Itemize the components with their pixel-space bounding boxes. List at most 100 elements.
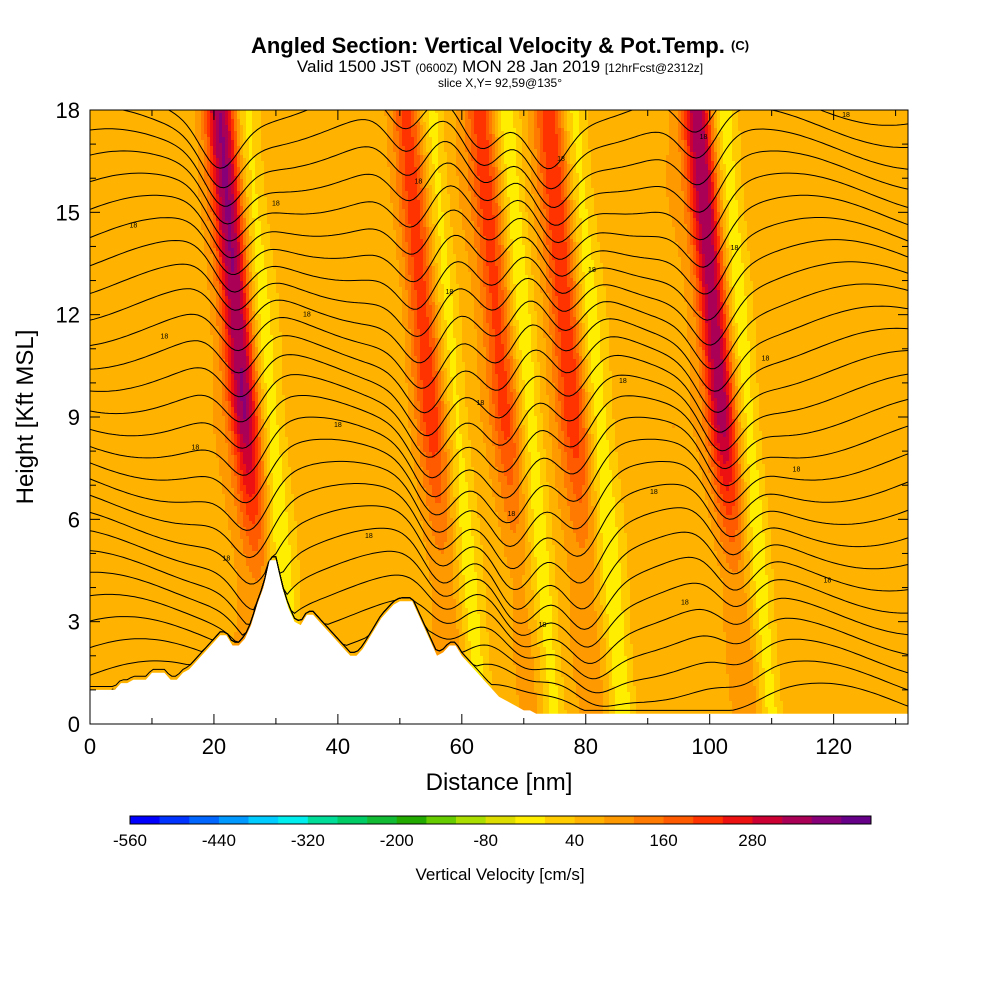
- heat-cell: [105, 512, 109, 516]
- heat-cell: [108, 479, 112, 483]
- heat-cell: [93, 110, 97, 114]
- heat-cell: [111, 674, 115, 678]
- heat-cell: [102, 620, 106, 624]
- heat-cell: [93, 650, 97, 654]
- heat-cell: [93, 353, 97, 357]
- heat-cell: [108, 494, 112, 498]
- heat-cell: [90, 584, 94, 588]
- heat-cell: [108, 545, 112, 549]
- heat-cell: [111, 419, 115, 423]
- heat-cell: [90, 401, 94, 405]
- heat-cell: [117, 248, 121, 252]
- heat-cell: [102, 332, 106, 336]
- heat-cell: [105, 545, 109, 549]
- heat-cell: [96, 119, 100, 123]
- heat-cell: [108, 296, 112, 300]
- heat-cell: [93, 161, 97, 165]
- heat-cell: [120, 155, 124, 159]
- heat-cell: [120, 632, 124, 636]
- heat-cell: [117, 410, 121, 414]
- heat-cell: [99, 167, 103, 171]
- heat-cell: [99, 677, 103, 681]
- heat-cell: [102, 650, 106, 654]
- heat-cell: [99, 665, 103, 669]
- heat-cell: [108, 185, 112, 189]
- heat-cell: [93, 311, 97, 315]
- heat-cell: [117, 605, 121, 609]
- heat-cell: [114, 125, 118, 129]
- heat-cell: [108, 680, 112, 684]
- heat-cell: [96, 443, 100, 447]
- heat-cell: [96, 599, 100, 603]
- heat-cell: [96, 404, 100, 408]
- heat-cell: [93, 422, 97, 426]
- heat-cell: [111, 317, 115, 321]
- heat-cell: [120, 359, 124, 363]
- heat-cell: [105, 353, 109, 357]
- heat-cell: [111, 347, 115, 351]
- heat-cell: [108, 323, 112, 327]
- heat-cell: [102, 395, 106, 399]
- heat-cell: [114, 218, 118, 222]
- heat-cell: [96, 140, 100, 144]
- heat-cell: [108, 476, 112, 480]
- heat-cell: [105, 521, 109, 525]
- heat-cell: [105, 644, 109, 648]
- heat-cell: [96, 230, 100, 234]
- heat-cell: [90, 215, 94, 219]
- heat-cell: [120, 254, 124, 258]
- heat-cell: [96, 308, 100, 312]
- heat-cell: [111, 161, 115, 165]
- heat-cell: [93, 383, 97, 387]
- heat-cell: [105, 656, 109, 660]
- heat-cell: [90, 515, 94, 519]
- heat-cell: [93, 320, 97, 324]
- heat-cell: [120, 170, 124, 174]
- heat-cell: [111, 374, 115, 378]
- heat-cell: [102, 647, 106, 651]
- heat-cell: [102, 281, 106, 285]
- heat-cell: [99, 575, 103, 579]
- heat-cell: [108, 578, 112, 582]
- heat-cell: [90, 242, 94, 246]
- heat-cell: [111, 152, 115, 156]
- heat-cell: [108, 347, 112, 351]
- heat-cell: [114, 674, 118, 678]
- heat-cell: [120, 266, 124, 270]
- heat-cell: [102, 680, 106, 684]
- heat-cell: [114, 416, 118, 420]
- heat-cell: [93, 659, 97, 663]
- heat-cell: [108, 683, 112, 687]
- heat-cell: [96, 353, 100, 357]
- heat-cell: [93, 230, 97, 234]
- heat-cell: [120, 311, 124, 315]
- heat-cell: [93, 293, 97, 297]
- heat-cell: [105, 620, 109, 624]
- heat-cell: [108, 458, 112, 462]
- heat-cell: [96, 158, 100, 162]
- heat-cell: [102, 320, 106, 324]
- heat-cell: [111, 170, 115, 174]
- heat-cell: [111, 188, 115, 192]
- heat-cell: [111, 446, 115, 450]
- heat-cell: [99, 542, 103, 546]
- heat-cell: [117, 446, 121, 450]
- heat-cell: [114, 140, 118, 144]
- heat-cell: [117, 404, 121, 408]
- heat-cell: [90, 443, 94, 447]
- heat-cell: [114, 425, 118, 429]
- heat-cell: [90, 470, 94, 474]
- heat-cell: [114, 335, 118, 339]
- heat-cell: [120, 203, 124, 207]
- heat-cell: [111, 386, 115, 390]
- heat-cell: [111, 167, 115, 171]
- heat-cell: [93, 557, 97, 561]
- heat-cell: [111, 473, 115, 477]
- heat-cell: [120, 158, 124, 162]
- heat-cell: [102, 653, 106, 657]
- heat-cell: [93, 116, 97, 120]
- heat-cell: [111, 662, 115, 666]
- heat-cell: [120, 533, 124, 537]
- heat-cell: [114, 155, 118, 159]
- heat-cell: [99, 380, 103, 384]
